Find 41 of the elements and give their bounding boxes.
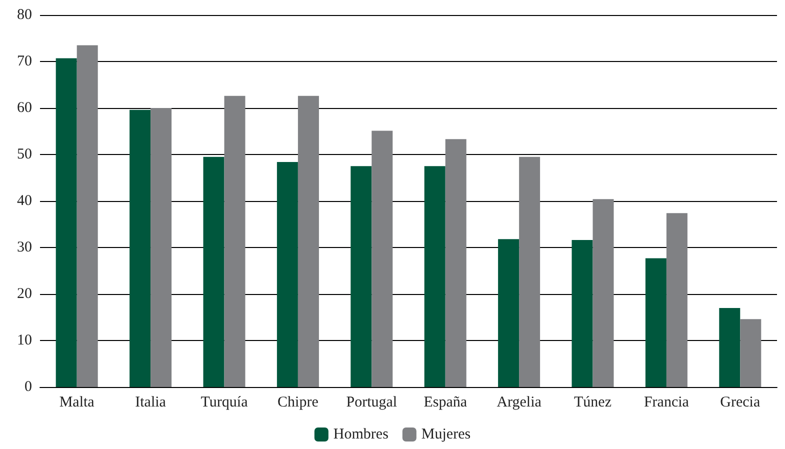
bar [645, 258, 666, 387]
y-tick-label: 10 [17, 332, 32, 348]
bar [150, 108, 172, 387]
bar [572, 240, 593, 387]
bar [203, 156, 224, 387]
y-tick-label: 20 [17, 286, 32, 302]
legend-label: Hombres [333, 426, 389, 442]
y-tick-label: 30 [17, 240, 32, 256]
legend-label: Mujeres [421, 426, 471, 442]
bar [445, 139, 466, 387]
bar [76, 45, 98, 387]
x-tick-label: Portugal [346, 394, 398, 410]
x-tick-label: Malta [59, 394, 95, 410]
y-tick-label: 70 [17, 54, 32, 70]
bar [498, 239, 520, 387]
y-tick-label: 0 [24, 379, 32, 395]
bar [372, 130, 393, 387]
bar [350, 166, 372, 387]
x-tick-label: Turquía [200, 394, 248, 410]
x-tick-label: Túnez [574, 394, 612, 410]
x-tick-label: España [424, 394, 468, 410]
x-tick-label: Chipre [278, 394, 319, 410]
bar [276, 162, 298, 387]
x-tick-label: Argelia [496, 394, 542, 410]
bar [130, 110, 151, 387]
bar [592, 199, 614, 387]
y-tick-label: 40 [17, 193, 32, 209]
bar [719, 308, 740, 387]
bar [740, 319, 762, 387]
x-tick-label: Francia [644, 394, 690, 410]
y-tick-label: 60 [17, 100, 32, 116]
y-tick-label: 80 [17, 7, 32, 23]
x-tick-label: Italia [135, 394, 166, 410]
y-tick-label: 50 [17, 146, 32, 162]
x-tick-label: Grecia [720, 394, 760, 410]
bar [519, 156, 540, 387]
bar [424, 166, 446, 387]
bar [224, 96, 246, 387]
bar [666, 213, 688, 387]
bar [56, 58, 77, 387]
bar [298, 96, 319, 387]
